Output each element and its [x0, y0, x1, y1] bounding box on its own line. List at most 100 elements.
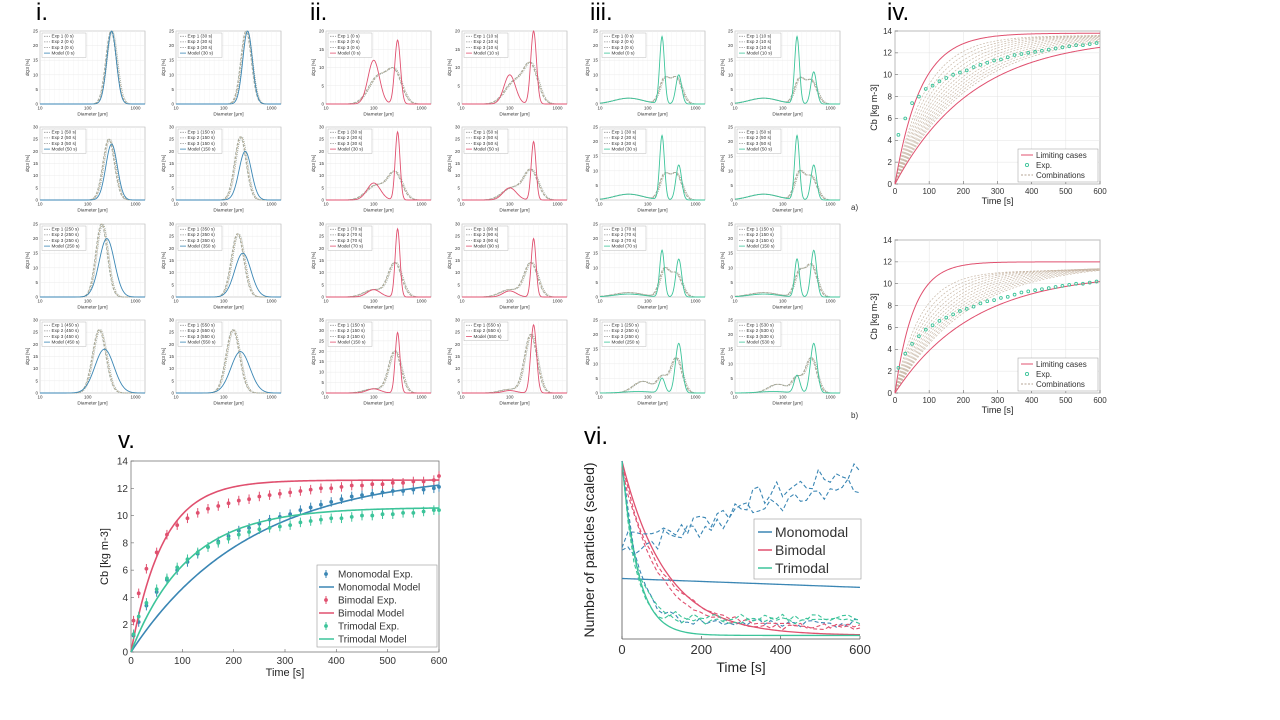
- combination-curve: [894, 268, 1101, 394]
- psd-panel-iii-1: 0 5 10 15 20 25 10 100 1000 Diameter [µm] dQ3 [%] E…: [585, 29, 706, 118]
- exp-point-trimodal: [288, 523, 293, 528]
- panel-label-ii: ii.: [310, 0, 327, 26]
- psd-legend-entry: Model (10 s): [474, 50, 500, 55]
- exp-point-monomodal: [298, 508, 303, 513]
- psd-xlabel: Diameter [µm]: [772, 305, 802, 311]
- exp-point: [978, 301, 983, 306]
- psd-legend-entry: Exp 3 (10 s): [747, 45, 772, 50]
- exp-point-bimodal: [380, 482, 385, 487]
- psd-model-curve: [40, 30, 145, 105]
- exp-point: [1053, 285, 1058, 289]
- exp-point-bimodal: [401, 480, 405, 485]
- x-tick-label: 200: [225, 656, 242, 667]
- legend-entry: Combinations: [1036, 380, 1085, 389]
- psd-xtick: 100: [644, 395, 652, 400]
- y-tick-label: 0: [888, 180, 893, 189]
- psd-xlabel: Diameter [µm]: [77, 401, 107, 407]
- psd-exp-curve: [599, 171, 705, 201]
- psd-legend-entry: Exp 3 (250 s): [52, 238, 80, 243]
- exp-point: [896, 132, 901, 137]
- exp-point-bimodal: [154, 550, 159, 555]
- psd-legend-entry: Exp 2 (90 s): [474, 232, 499, 237]
- psd-model-curve: [462, 323, 567, 394]
- psd-ytick: 15: [455, 161, 461, 166]
- psd-xtick: 100: [779, 299, 787, 304]
- psd-legend-entry: Exp 3 (350 s): [188, 238, 216, 243]
- psd-ytick: 5: [730, 87, 733, 92]
- psd-legend-entry: Model (70 s): [338, 243, 364, 248]
- psd-ytick: 15: [33, 58, 39, 63]
- psd-model-curve: [176, 150, 281, 201]
- psd-xtick: 100: [506, 299, 514, 304]
- psd-legend: Exp 1 (90 s)Exp 2 (90 s)Exp 3 (90 s)Mode…: [463, 225, 509, 251]
- psd-ylabel: dQ3 [%]: [25, 348, 31, 365]
- exp-point-monomodal: [319, 502, 323, 507]
- psd-legend-entry: Model (450 s): [52, 339, 81, 344]
- exp-point-bimodal: [360, 483, 364, 488]
- psd-xtick: 10: [459, 106, 465, 111]
- exp-point: [1081, 281, 1085, 286]
- psd-legend-entry: Exp 3 (530 s): [747, 334, 775, 339]
- exp-point-trimodal: [339, 516, 344, 521]
- y-tick-label: 4: [122, 593, 128, 604]
- psd-legend-entry: Model (250 s): [612, 339, 641, 344]
- exp-point-trimodal: [277, 524, 282, 529]
- subpanel-label-a: a): [851, 203, 858, 212]
- psd-legend-entry: Exp 3 (150 s): [188, 141, 216, 146]
- psd-legend-entry: Exp 2 (50 s): [474, 135, 499, 140]
- psd-exp-curve: [40, 138, 145, 201]
- psd-xtick: 1000: [825, 395, 836, 400]
- psd-legend-entry: Exp 3 (30 s): [612, 141, 637, 146]
- exp-point: [1081, 43, 1085, 48]
- y-tick-label: 12: [117, 484, 129, 495]
- psd-panel-iii-3: 0 5 10 15 20 25 10 100 1000 Diameter [µm] dQ3 [%] E…: [585, 125, 706, 214]
- panel-label-vi: vi.: [584, 423, 608, 450]
- psd-legend: Exp 1 (0 s)Exp 2 (0 s)Exp 3 (0 s)Model (…: [327, 32, 373, 58]
- exp-point-bimodal: [277, 491, 282, 496]
- psd-xtick: 1000: [130, 202, 141, 207]
- psd-legend-entry: Exp 3 (70 s): [612, 238, 637, 243]
- exp-point-trimodal: [131, 632, 136, 637]
- exp-point-trimodal: [421, 509, 426, 514]
- exp-point: [896, 366, 901, 370]
- psd-xtick: 10: [597, 106, 603, 111]
- psd-legend-entry: Exp 3 (0 s): [612, 45, 635, 50]
- psd-ytick: 15: [593, 154, 599, 159]
- psd-legend-entry: Exp 3 (50 s): [747, 141, 772, 146]
- exp-point: [964, 307, 969, 311]
- psd-xtick: 100: [370, 299, 378, 304]
- exp-point-monomodal: [401, 489, 405, 493]
- exp-point-monomodal: [360, 493, 364, 498]
- psd-ytick: 20: [728, 332, 734, 337]
- psd-legend: Exp 1 (530 s)Exp 2 (530 s)Exp 3 (530 s)M…: [736, 321, 782, 347]
- psd-xtick: 1000: [416, 395, 427, 400]
- psd-ylabel: dQ3 [%]: [311, 59, 317, 76]
- psd-ytick: 25: [33, 330, 39, 335]
- psd-xtick: 100: [779, 202, 787, 207]
- chart-v: 0 100 200 300 400 500 600 0 2 4 6 8 10 12 14 Time [s] Cb…: [99, 457, 448, 680]
- psd-ytick: 20: [33, 43, 39, 48]
- psd-legend-entry: Exp 2 (150 s): [338, 328, 366, 333]
- exp-point-bimodal: [144, 566, 149, 571]
- psd-panel-iii-8: 0 5 10 15 20 25 10 100 1000 Diameter [µm] dQ3 [%] E…: [720, 318, 841, 407]
- psd-ylabel: dQ3 [%]: [585, 348, 591, 365]
- exp-point: [903, 351, 908, 356]
- psd-legend-entry: Model (250 s): [52, 243, 81, 248]
- exp-point-trimodal: [175, 565, 180, 570]
- psd-ytick: 15: [319, 258, 325, 263]
- exp-point-bimodal: [437, 474, 441, 478]
- psd-model-curve: [326, 39, 431, 105]
- x-tick-label: 200: [957, 396, 971, 405]
- psd-ytick: 20: [728, 236, 734, 241]
- exp-point: [1074, 43, 1078, 48]
- exp-point: [999, 57, 1003, 62]
- psd-exp-curve: [734, 76, 840, 105]
- psd-model-curve: [326, 331, 431, 394]
- psd-model-curve: [599, 342, 705, 394]
- y-tick-label: 12: [883, 258, 892, 267]
- exp-point: [971, 304, 976, 309]
- psd-ylabel: dQ3 [%]: [720, 59, 726, 76]
- psd-ytick: 10: [593, 168, 599, 173]
- exp-point-bimodal: [349, 483, 354, 488]
- psd-legend-entry: Exp 2 (30 s): [612, 135, 637, 140]
